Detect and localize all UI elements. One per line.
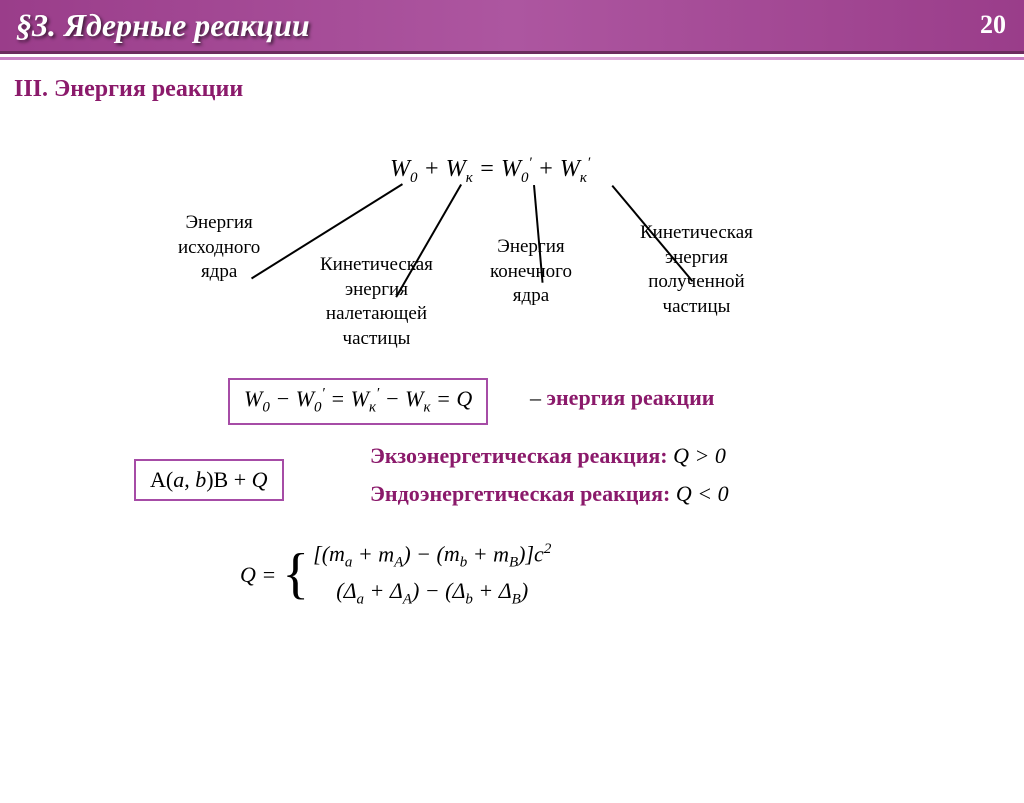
slide-title: §3. Ядерные реакции [16, 7, 310, 44]
eq-wkp: W [560, 156, 580, 182]
q-case-masses: [(ma + mA) − (mb + mB)]c2 [313, 541, 551, 572]
endo-q-cond: Q < 0 [676, 481, 729, 506]
slide-content: W0 + Wк = W0′ + Wк′ Энергия исходного яд… [0, 103, 1024, 803]
accent-stripe [0, 57, 1024, 60]
main-equation: W0 + Wк = W0′ + Wк′ [390, 155, 590, 187]
boxed-reaction-notation: A(a, b)B + Q [134, 459, 284, 501]
eq-w0: W [390, 156, 410, 182]
q-case-deltas: (Δa + ΔA) − (Δb + ΔB) [313, 578, 551, 608]
exo-q-cond: Q > 0 [673, 443, 726, 468]
label-outgoing-particle: Кинетическая энергия полученной частицы [640, 221, 753, 320]
exoenergetic-label: Экзоэнергетическая реакция: Q > 0 [370, 443, 726, 469]
label-initial-nucleus: Энергия исходного ядра [178, 211, 260, 285]
label-final-nucleus: Энергия конечного ядра [490, 235, 572, 309]
brace-icon: { [282, 552, 309, 597]
q-cases: [(ma + mA) − (mb + mB)]c2 (Δa + ΔA) − (Δ… [313, 541, 551, 608]
page-number: 20 [980, 10, 1006, 40]
section-subtitle: III. Энергия реакции [14, 76, 1024, 103]
label-incoming-particle: Кинетическая энергия налетающей частицы [320, 253, 433, 352]
endoenergetic-label: Эндоэнергетическая реакция: Q < 0 [370, 481, 729, 507]
q-equals: Q = [240, 562, 276, 588]
eq-q-def: W0 − W0′ = Wк′ − Wк = Q [244, 386, 472, 411]
reaction-notation: A(a, b)B + Q [150, 467, 268, 492]
q-formula: Q = { [(ma + mA) − (mb + mB)]c2 (Δa + ΔA… [240, 541, 551, 608]
reaction-energy-label: – энергия реакции [530, 385, 714, 411]
eq-w0p: W [501, 156, 521, 182]
slide-header: §3. Ядерные реакции 20 [0, 0, 1024, 54]
eq-wk: W [446, 156, 466, 182]
boxed-equation-q: W0 − W0′ = Wк′ − Wк = Q [228, 378, 488, 425]
